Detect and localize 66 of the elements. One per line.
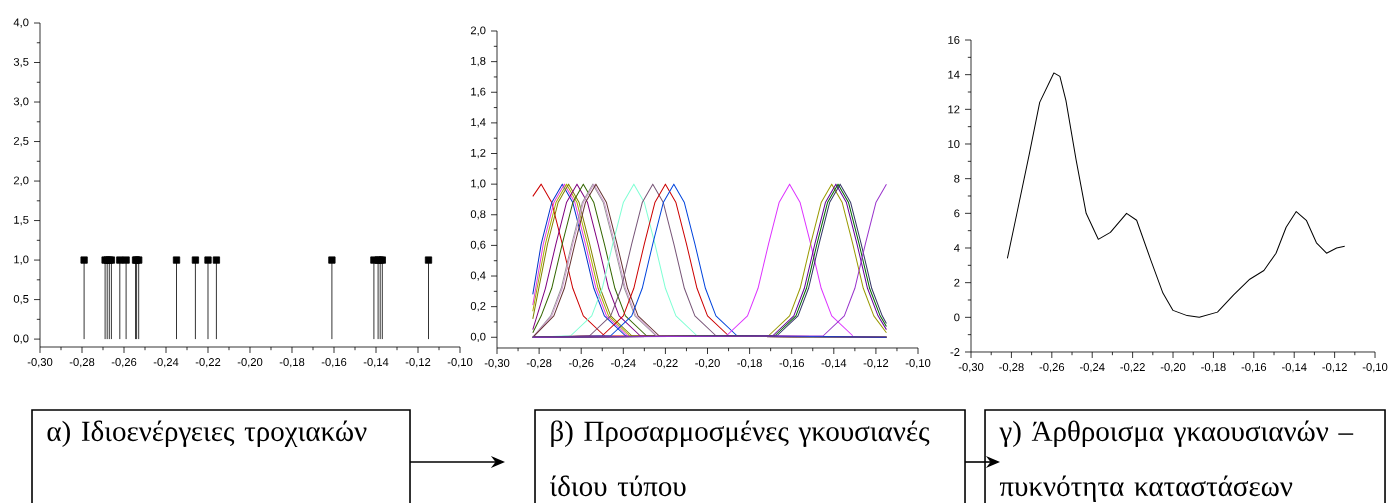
x-tick-label: -0,24 <box>1079 363 1105 373</box>
x-tick-label: -0,14 <box>821 359 847 369</box>
x-tick-label: -0,30 <box>484 359 510 369</box>
x-tick-label: -0,22 <box>195 358 221 368</box>
x-tick-label: -0,12 <box>405 358 431 368</box>
x-tick-label: -0,14 <box>1281 363 1307 373</box>
text: β) Προσαρμοσμένες γκουσιανές ίδιου τύπου <box>550 420 930 497</box>
y-tick-label: 2,0 <box>470 26 486 36</box>
y-tick-label: 2 <box>954 278 960 287</box>
y-tick-label: 1,0 <box>14 255 29 265</box>
x-tick-label: -0,18 <box>737 359 762 369</box>
x-tick-label: -0,28 <box>526 359 552 369</box>
y-tick-label: 0 <box>954 313 960 322</box>
x-tick-label: -0,16 <box>1241 363 1267 373</box>
y-tick-label: -2 <box>950 348 960 356</box>
y-tick-label: 10 <box>948 140 960 148</box>
x-tick-label: -0,24 <box>153 358 179 368</box>
x-tick-label: -0,20 <box>695 359 720 369</box>
x-tick-label: -0,10 <box>1362 363 1388 373</box>
y-tick-label: 1,6 <box>471 87 486 97</box>
y-tick-label: 1,4 <box>471 118 486 128</box>
y-tick-label: 16 <box>948 36 960 44</box>
x-tick-label: -0,30 <box>27 358 53 368</box>
y-tick-label: 4 <box>953 244 960 252</box>
x-tick-label: -0,16 <box>779 359 804 369</box>
x-tick-label: -0,22 <box>1120 363 1145 373</box>
y-tick-label: 1,2 <box>471 148 486 159</box>
y-tick-label: 0,4 <box>470 271 486 281</box>
y-tick-label: 3,0 <box>13 97 29 107</box>
x-tick-label: -0,12 <box>1322 363 1347 373</box>
y-tick-label: 12 <box>948 105 960 114</box>
y-tick-label: 0,0 <box>470 332 486 342</box>
y-tick-label: 1,8 <box>471 57 486 67</box>
y-tick-label: 0,2 <box>470 302 486 312</box>
y-tick-label: 4,0 <box>13 18 29 28</box>
y-tick-label: 14 <box>948 70 960 79</box>
y-tick-label: 8 <box>954 174 960 183</box>
y-tick-label: 0,6 <box>470 240 486 251</box>
y-tick-label: 0,5 <box>13 294 29 305</box>
x-tick-label: -0,28 <box>999 363 1024 373</box>
x-tick-label: -0,18 <box>1201 363 1226 373</box>
x-tick-label: -0,20 <box>1160 363 1186 373</box>
x-tick-label: -0,26 <box>111 358 137 368</box>
x-tick-label: -0,10 <box>905 359 931 369</box>
y-tick-label: 2,5 <box>13 136 29 147</box>
y-tick-label: 0,8 <box>470 210 486 220</box>
y-tick-label: 2,0 <box>13 176 29 186</box>
x-tick-label: -0,12 <box>863 359 889 369</box>
x-tick-label: -0,28 <box>69 358 95 368</box>
y-tick-label: 6 <box>954 209 960 218</box>
x-tick-label: -0,20 <box>237 358 263 368</box>
x-tick-label: -0,26 <box>568 359 594 369</box>
x-tick-label: -0,18 <box>279 358 305 368</box>
x-tick-label: -0,10 <box>447 358 473 368</box>
x-tick-label: -0,24 <box>611 359 636 369</box>
x-tick-label: -0,22 <box>653 359 678 369</box>
y-tick-label: 0,0 <box>13 334 29 344</box>
text: α) Ιδιοενέργειες τροχιακών <box>47 420 367 448</box>
y-tick-label: 3,5 <box>13 57 29 68</box>
x-tick-label: -0,30 <box>958 363 984 373</box>
text: γ) Άρθροισμα γκαουσιανών –πυκνότητα καταστάσεων <box>999 420 1354 503</box>
y-tick-label: 1,0 <box>471 179 486 189</box>
x-tick-label: -0,26 <box>1039 363 1065 373</box>
x-tick-label: -0,16 <box>321 358 347 368</box>
x-tick-label: -0,14 <box>363 358 389 368</box>
y-tick-label: 1,5 <box>14 215 29 226</box>
